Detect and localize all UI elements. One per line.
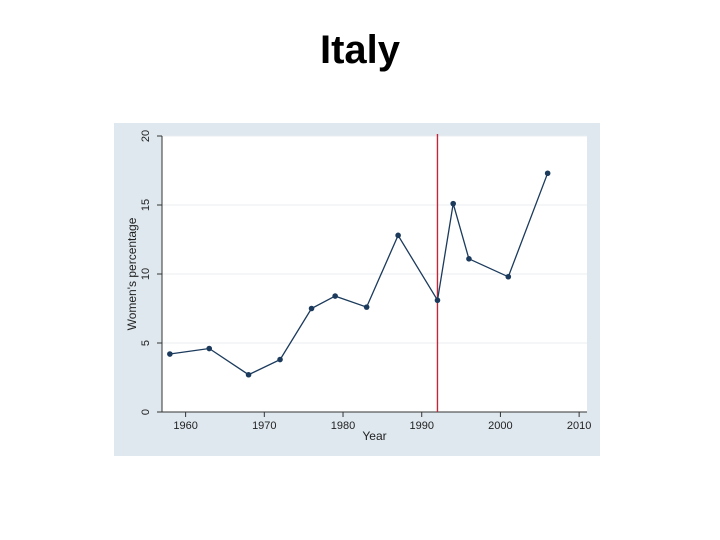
y-axis-label: Women's percentage [125,217,139,330]
line-chart: 0 5 10 15 20 1960 1970 1980 1990 2000 2010 Year Wo… [114,123,600,456]
axes [157,135,587,417]
tick-labels: 0 5 10 15 20 1960 1970 1980 1990 2000 2010 [140,130,591,432]
data-point [434,297,441,304]
x-tick-label: 2010 [567,420,591,432]
chart-frame: 0 5 10 15 20 1960 1970 1980 1990 2000 2010 Year Wo… [114,123,600,456]
y-tick-label: 5 [140,340,152,346]
x-tick-label: 1990 [409,420,433,432]
data-point [544,170,551,177]
y-tick-label: 20 [140,130,152,142]
x-axis-label: Year [362,429,386,443]
x-tick-label: 1980 [331,420,355,432]
data-point [245,371,252,378]
data-point [332,293,338,299]
x-tick-label: 1970 [252,420,276,432]
data-point [395,232,401,239]
x-tick-label: 1960 [173,420,197,432]
slide-title: Italy [319,28,401,72]
data-point [450,200,457,207]
data-markers [167,170,551,378]
data-point [505,273,512,280]
data-point [167,351,173,357]
data-point [308,305,315,312]
data-point [206,345,213,352]
data-point [466,256,472,262]
data-point [363,304,370,310]
x-tick-label: 2000 [488,420,512,432]
y-tick-label: 0 [140,409,152,415]
y-tick-label: 15 [140,199,152,211]
y-tick-label: 10 [140,268,152,280]
data-point [277,356,283,363]
